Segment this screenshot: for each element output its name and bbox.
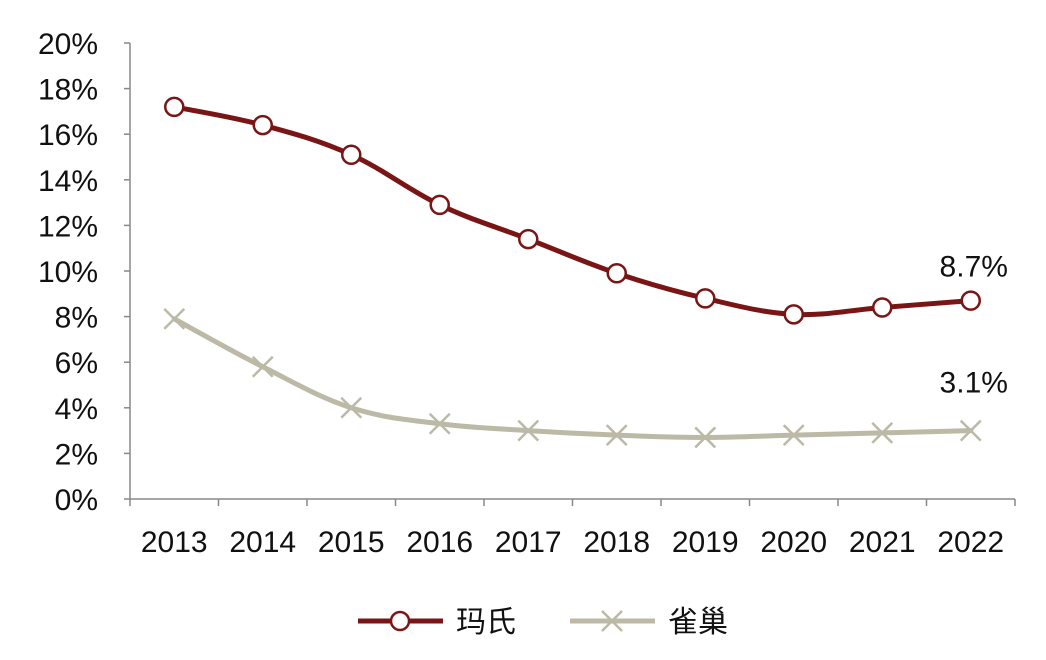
data-labels: 8.7% 3.1%	[940, 251, 1008, 400]
y-tick-label: 20%	[38, 28, 98, 61]
mars-series	[164, 96, 981, 325]
x-tick-label: 2013	[141, 526, 208, 559]
mars-point	[783, 304, 804, 325]
mars-point	[695, 288, 716, 309]
nestle-point	[694, 426, 717, 449]
mars-point	[164, 96, 185, 118]
mars-point	[872, 297, 893, 318]
nestle-point	[163, 307, 186, 330]
y-axis-ticks: 0% 2% 4% 6% 8% 10% 12% 14% 16% 18% 20%	[38, 28, 130, 517]
y-tick-label: 10%	[38, 256, 98, 289]
y-tick-label: 8%	[55, 302, 98, 335]
nestle-point	[340, 396, 363, 419]
y-tick-label: 2%	[55, 438, 98, 471]
x-tick-label: 2022	[937, 526, 1004, 559]
mars-end-label: 8.7%	[940, 251, 1008, 284]
nestle-line	[171, 316, 974, 440]
y-tick-label: 6%	[55, 347, 98, 380]
nestle-legend-item: 雀巢	[570, 605, 728, 640]
x-tick-label: 2019	[672, 526, 739, 559]
nestle-point	[517, 419, 540, 442]
nestle-point	[428, 412, 451, 435]
y-tick-label: 16%	[38, 119, 98, 152]
legend: 玛氏 雀巢	[358, 605, 728, 640]
nestle-legend-point	[601, 610, 623, 632]
x-tick-label: 2021	[849, 526, 916, 559]
nestle-point	[782, 424, 805, 447]
nestle-legend-label: 雀巢	[668, 605, 728, 640]
nestle-point	[959, 419, 982, 442]
mars-line	[171, 104, 974, 318]
series-layer	[163, 96, 982, 449]
mars-point	[606, 263, 627, 284]
mars-legend-label: 玛氏	[456, 605, 516, 640]
x-tick-label: 2018	[583, 526, 650, 559]
x-tick-label: 2015	[318, 526, 385, 559]
x-tick-label: 2014	[229, 526, 296, 559]
x-tick-label: 2017	[495, 526, 562, 559]
x-axis-ticks: 2013 2014 2015 2016 2017 2018 2019 2020 2021 2022	[129, 499, 1016, 559]
y-tick-label: 14%	[38, 165, 98, 198]
mars-point	[429, 194, 450, 216]
mars-point	[252, 114, 273, 136]
nestle-series	[163, 307, 982, 449]
nestle-point	[871, 421, 894, 444]
mars-point	[960, 290, 981, 311]
mars-point	[341, 144, 362, 165]
y-tick-label: 12%	[38, 210, 98, 243]
y-tick-label: 0%	[55, 484, 98, 517]
mars-point	[518, 228, 539, 250]
nestle-point	[605, 424, 628, 447]
mars-legend-item: 玛氏	[358, 605, 516, 640]
x-tick-label: 2020	[760, 526, 827, 559]
y-tick-label: 4%	[55, 393, 98, 426]
mars-legend-point	[389, 610, 411, 632]
x-tick-label: 2016	[406, 526, 473, 559]
nestle-end-label: 3.1%	[940, 367, 1008, 400]
y-tick-label: 18%	[38, 74, 98, 107]
nestle-point	[251, 355, 274, 378]
